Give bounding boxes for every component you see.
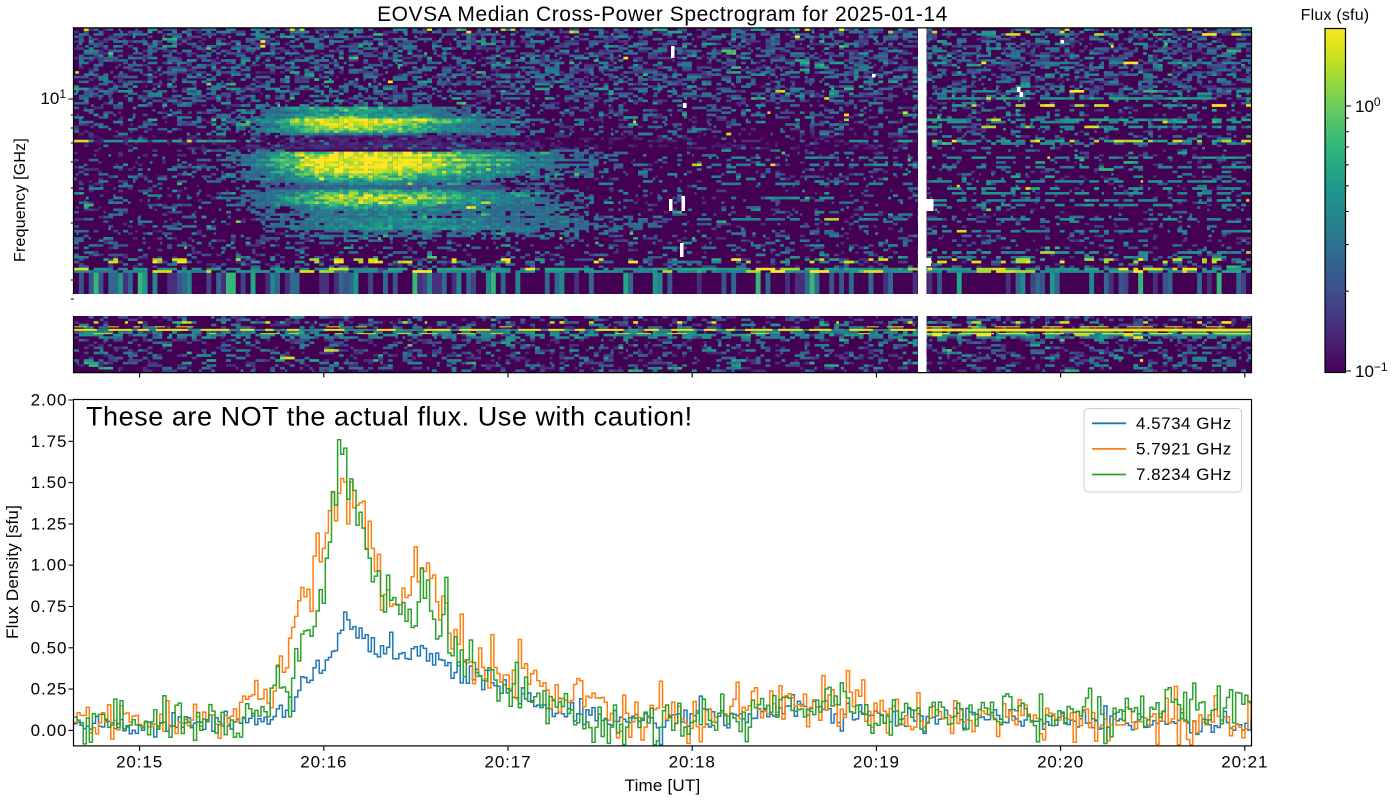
- svg-text:20:15: 20:15: [116, 752, 163, 771]
- svg-text:1.50: 1.50: [31, 473, 68, 492]
- svg-text:Flux Density [sfu]: Flux Density [sfu]: [3, 505, 22, 639]
- svg-text:1.25: 1.25: [31, 514, 68, 533]
- svg-text:0.50: 0.50: [31, 638, 68, 657]
- svg-text:EOVSA Median Cross-Power Spect: EOVSA Median Cross-Power Spectrogram for…: [377, 3, 948, 26]
- svg-text:0.25: 0.25: [31, 680, 68, 699]
- svg-text:0.00: 0.00: [31, 721, 68, 740]
- svg-text:1.00: 1.00: [31, 556, 68, 575]
- svg-text:20:19: 20:19: [853, 752, 900, 771]
- svg-text:Flux (sfu): Flux (sfu): [1301, 7, 1370, 24]
- svg-text:2.00: 2.00: [31, 391, 68, 410]
- svg-text:These are NOT the actual flux.: These are NOT the actual flux. Use with …: [86, 402, 693, 432]
- svg-text:Time [UT]: Time [UT]: [625, 776, 701, 795]
- svg-text:7.8234 GHz: 7.8234 GHz: [1136, 465, 1232, 484]
- svg-text:20:20: 20:20: [1037, 752, 1084, 771]
- svg-text:20:18: 20:18: [669, 752, 716, 771]
- svg-text:4.5734 GHz: 4.5734 GHz: [1136, 414, 1232, 433]
- svg-text:0.75: 0.75: [31, 597, 68, 616]
- svg-text:5.7921 GHz: 5.7921 GHz: [1136, 439, 1232, 458]
- svg-text:20:21: 20:21: [1221, 752, 1268, 771]
- svg-text:Frequency [GHz]: Frequency [GHz]: [12, 138, 29, 262]
- svg-text:20:17: 20:17: [484, 752, 531, 771]
- svg-text:20:16: 20:16: [300, 752, 347, 771]
- svg-text:1.75: 1.75: [31, 432, 68, 451]
